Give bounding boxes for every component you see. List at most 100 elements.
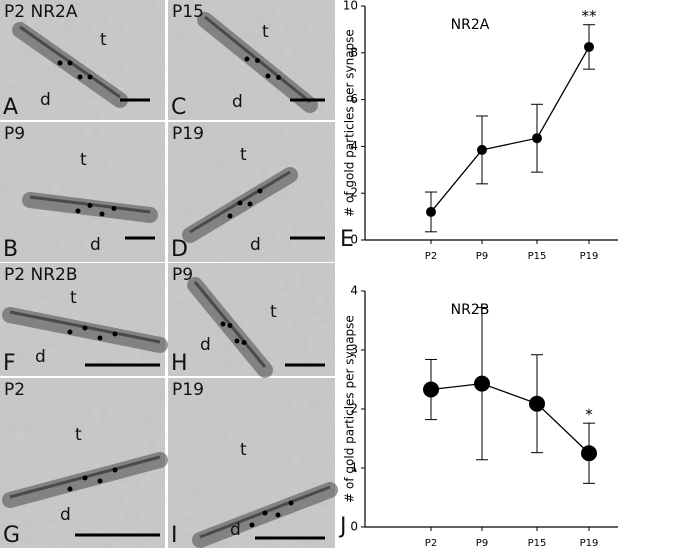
gold-particle: [249, 522, 255, 528]
terminal-label: t: [262, 22, 269, 42]
data-point: [423, 381, 439, 398]
gold-particle: [262, 510, 268, 516]
gold-particle: [82, 475, 88, 481]
x-tick-label: P2: [425, 538, 437, 548]
gold-particle: [247, 201, 253, 207]
y-tick-label: 2: [350, 186, 358, 200]
gold-particle: [67, 486, 73, 492]
terminal-label: t: [80, 150, 87, 170]
y-tick-label: 0: [350, 233, 358, 247]
data-point: [474, 375, 490, 392]
gold-particle: [87, 74, 93, 80]
y-tick-label: 4: [350, 139, 358, 153]
panel-letter: A: [3, 95, 18, 120]
x-tick-label: P19: [580, 538, 599, 548]
panel-corner-label: P15: [172, 2, 204, 22]
terminal-label: t: [75, 425, 82, 445]
gold-particle: [257, 188, 263, 194]
dendrite-label: d: [90, 235, 101, 255]
dendrite-label: d: [35, 347, 46, 367]
gold-particle: [97, 335, 103, 341]
series-line: [430, 382, 590, 454]
panel-corner-label: P19: [172, 380, 204, 400]
panel-letter: G: [3, 523, 20, 548]
gold-particle: [87, 203, 93, 208]
y-tick-label: 4: [350, 284, 358, 298]
data-point: [532, 133, 542, 144]
panel-corner-label: P9: [4, 124, 25, 144]
dendrite-label: d: [40, 90, 51, 110]
terminal-label: t: [240, 440, 247, 460]
significance-annotation: **: [582, 7, 598, 25]
x-tick-label: P9: [476, 538, 488, 548]
gold-particle: [112, 331, 118, 337]
panel-letter: J: [338, 514, 347, 539]
gold-particle: [111, 206, 117, 211]
terminal-label: t: [100, 30, 107, 50]
x-tick-label: P15: [528, 538, 547, 548]
gold-particle: [227, 213, 233, 219]
panel-letter: E: [340, 227, 354, 252]
series-line: [430, 46, 590, 213]
dendrite-label: d: [200, 335, 211, 355]
chart-title: NR2A: [451, 17, 490, 33]
gold-particle: [97, 478, 103, 484]
significance-annotation: *: [585, 406, 593, 424]
gold-particle: [276, 75, 281, 80]
panel-letter: C: [171, 95, 186, 120]
gold-particle: [112, 467, 118, 473]
gold-particle: [255, 58, 260, 63]
gold-particle: [77, 74, 83, 80]
panel-corner-label: P9: [172, 265, 193, 285]
terminal-label: t: [70, 288, 77, 308]
data-point: [584, 41, 594, 52]
gold-particle: [220, 321, 226, 327]
panel-corner-label: P2 NR2B: [4, 265, 77, 285]
y-tick-label: 8: [350, 45, 358, 59]
gold-particle: [227, 323, 233, 328]
x-tick-label: P9: [476, 251, 488, 262]
chart-title: NR2B: [451, 302, 490, 318]
gold-particle: [82, 325, 88, 331]
y-tick-label: 6: [350, 92, 358, 106]
y-tick-label: 10: [343, 0, 358, 13]
data-point: [426, 206, 436, 217]
data-point: [477, 144, 487, 155]
panel-corner-label: P2: [4, 380, 25, 400]
gold-particle: [99, 211, 105, 217]
y-axis-label: # of gold particles per synapse: [343, 315, 357, 503]
x-tick-label: P2: [425, 251, 437, 262]
gold-particle: [234, 338, 240, 344]
data-point: [529, 395, 545, 412]
gold-particle: [75, 208, 81, 214]
x-tick-label: P15: [528, 251, 547, 262]
y-tick-label: 1: [350, 461, 358, 475]
gold-particle: [288, 500, 294, 506]
gold-particle: [57, 60, 63, 66]
y-tick-label: 0: [350, 520, 358, 534]
x-tick-label: P19: [580, 251, 599, 262]
dendrite-label: d: [230, 520, 241, 540]
panel-letter: D: [171, 237, 188, 262]
data-point: [581, 445, 597, 462]
panel-corner-label: P19: [172, 124, 204, 144]
gold-particle: [275, 512, 281, 518]
terminal-label: t: [270, 302, 277, 322]
gold-particle: [241, 340, 247, 345]
y-tick-label: 2: [350, 402, 358, 416]
gold-particle: [244, 56, 250, 62]
gold-particle: [67, 60, 73, 66]
gold-particle: [265, 73, 271, 79]
y-axis-label: # of gold particles per synapse: [343, 29, 357, 217]
panel-letter: B: [3, 237, 18, 262]
gold-particle: [67, 329, 73, 335]
panel-corner-label: P2 NR2A: [4, 2, 78, 22]
dendrite-label: d: [232, 92, 243, 112]
panel-letter: I: [171, 523, 178, 548]
dendrite-label: d: [60, 505, 71, 525]
gold-particle: [237, 200, 243, 206]
terminal-label: t: [240, 145, 247, 165]
y-tick-label: 3: [350, 343, 358, 357]
panel-letter: F: [3, 351, 16, 376]
